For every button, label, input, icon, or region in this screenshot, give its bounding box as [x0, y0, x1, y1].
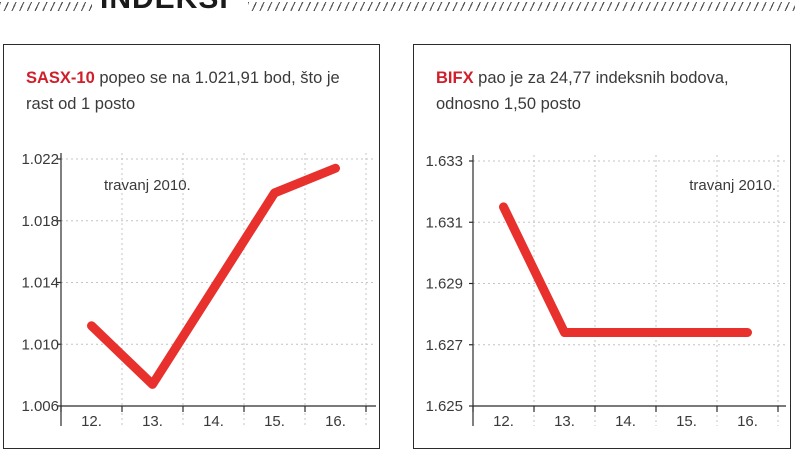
- chart-caption: BIFX pao je za 24,77 indeksnih bodova, o…: [436, 65, 776, 117]
- bifx-line-chart: 1.633 1.631 1.629 1.627 1.625 12. 13. 14. 15. 16.…: [425, 153, 786, 430]
- chart-caption: SASX-10 popeo se na 1.021,91 bod, što je…: [26, 65, 366, 117]
- index-name: BIFX: [436, 69, 474, 87]
- x-tick-label: 13.: [142, 413, 163, 430]
- caption-text: pao je za 24,77 indeksnih bodova, odnosn…: [436, 69, 729, 113]
- x-tick-label: 12.: [81, 413, 102, 430]
- header-hatch-left: [0, 2, 92, 11]
- sasx10-panel: SASX-10 popeo se na 1.021,91 bod, što je…: [3, 44, 380, 449]
- index-series-line: [499, 202, 752, 337]
- bifx-panel: BIFX pao je za 24,77 indeksnih bodova, o…: [413, 44, 791, 449]
- y-tick-label: 1.022: [21, 151, 59, 168]
- x-tick-label: 16.: [737, 413, 758, 430]
- y-tick-label: 1.629: [425, 276, 463, 293]
- header-title: INDEKSI: [100, 0, 245, 14]
- x-tick-label: 16.: [325, 413, 346, 430]
- y-tick-label: 1.006: [21, 398, 59, 415]
- index-series-line: [87, 163, 340, 389]
- y-tick-label: 1.631: [425, 214, 463, 231]
- caption-text: popeo se na 1.021,91 bod, što je rast od…: [26, 69, 340, 113]
- x-tick-label: 12.: [493, 413, 514, 430]
- y-tick-label: 1.625: [425, 398, 463, 415]
- header-hatch-right: [248, 2, 795, 11]
- y-tick-label: 1.633: [425, 153, 463, 170]
- sasx10-line-chart: 1.022 1.018 1.014 1.010 1.006 12. 13. 14. 15. 16.…: [21, 151, 376, 430]
- x-tick-label: 13.: [554, 413, 575, 430]
- x-tick-label: 14.: [203, 413, 224, 430]
- y-tick-label: 1.014: [21, 275, 59, 292]
- section-header: INDEKSI: [0, 0, 795, 16]
- y-tick-label: 1.010: [21, 336, 59, 353]
- period-label: travanj 2010.: [689, 177, 776, 194]
- y-tick-label: 1.018: [21, 213, 59, 230]
- period-label: travanj 2010.: [104, 177, 191, 194]
- y-tick-label: 1.627: [425, 337, 463, 354]
- x-tick-label: 15.: [676, 413, 697, 430]
- x-tick-label: 14.: [615, 413, 636, 430]
- index-name: SASX-10: [26, 69, 95, 87]
- x-tick-label: 15.: [264, 413, 285, 430]
